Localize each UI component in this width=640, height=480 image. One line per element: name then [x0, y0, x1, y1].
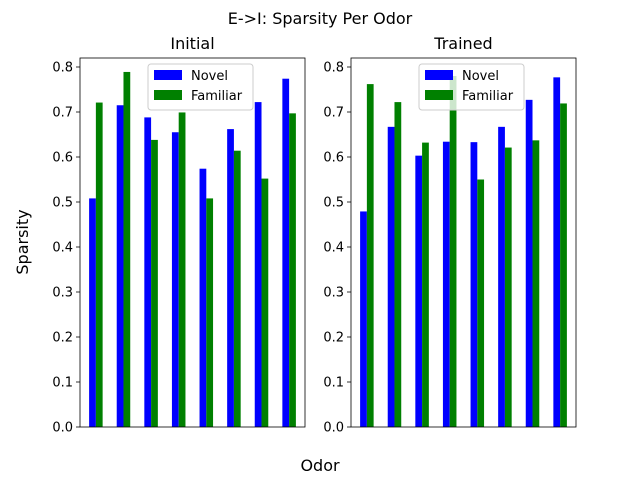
figure-ylabel: Sparsity	[13, 209, 32, 274]
y-tick-label: 0.3	[323, 286, 344, 301]
legend: Novel Familiar	[147, 63, 254, 111]
bar-novel-4	[442, 141, 450, 427]
legend-swatch-novel	[154, 70, 182, 80]
y-tick-label: 0.3	[52, 286, 73, 301]
y-tick-label: 0.0	[323, 421, 344, 436]
bar-novel-7	[254, 102, 262, 427]
legend: Novel Familiar	[418, 63, 525, 111]
bar-familiar-5	[206, 198, 214, 427]
y-tick-label: 0.5	[323, 196, 344, 211]
legend-swatch-novel	[425, 70, 453, 80]
subplot-1: 0.0 0.1 0.2 0.3 0.4 0.5 0.6 0.7 0.8 Initial Novel F…	[52, 34, 306, 436]
bar-familiar-4	[449, 76, 457, 427]
bar-familiar-6	[504, 147, 512, 428]
y-tick-label: 0.4	[52, 241, 73, 256]
bar-familiar-5	[477, 179, 485, 427]
legend-label-novel: Novel	[191, 69, 228, 84]
bar-familiar-7	[261, 178, 269, 427]
legend-label-novel: Novel	[462, 69, 499, 84]
y-tick-label: 0.2	[52, 331, 73, 346]
y-tick-label: 0.2	[323, 331, 344, 346]
bar-novel-1	[89, 198, 96, 427]
bar-novel-2	[116, 105, 124, 427]
legend-label-familiar: Familiar	[462, 89, 514, 104]
bar-novel-2	[387, 126, 395, 427]
axes-frame	[79, 57, 306, 428]
bar-novel-3	[415, 155, 423, 427]
subplot-title: Initial	[170, 34, 214, 53]
bar-novel-6	[498, 126, 505, 427]
y-tick-label: 0.7	[323, 106, 344, 121]
subplots: 0.0 0.1 0.2 0.3 0.4 0.5 0.6 0.7 0.8 Initial Novel F…	[52, 34, 577, 436]
bar-novel-1	[360, 211, 367, 427]
bar-familiar-3	[422, 142, 429, 427]
legend-label-familiar: Familiar	[191, 89, 243, 104]
axes-frame	[350, 57, 577, 428]
bar-novel-5	[199, 168, 207, 427]
y-tick-label: 0.8	[52, 61, 73, 76]
y-tick-label: 0.8	[323, 61, 344, 76]
bar-familiar-4	[178, 112, 186, 427]
bar-novel-6	[227, 129, 234, 427]
bar-familiar-6	[233, 150, 241, 427]
subplot-2: 0.0 0.1 0.2 0.3 0.4 0.5 0.6 0.7 0.8 Trained Novel F…	[323, 34, 577, 436]
legend-swatch-familiar	[154, 90, 182, 100]
bars	[89, 71, 296, 428]
y-tick-label: 0.1	[323, 376, 344, 391]
bar-novel-5	[470, 142, 478, 427]
y-tick-label: 0.6	[323, 151, 344, 166]
figure-xlabel: Odor	[300, 456, 340, 475]
y-tick-label: 0.4	[323, 241, 344, 256]
subplot-title: Trained	[433, 34, 492, 53]
figure-suptitle: E->I: Sparsity Per Odor	[228, 9, 413, 28]
bar-novel-3	[144, 117, 152, 428]
bar-familiar-2	[123, 71, 131, 427]
y-tick-label: 0.7	[52, 106, 73, 121]
y-tick-label: 0.0	[52, 421, 73, 436]
bar-familiar-1	[95, 102, 103, 428]
bar-novel-8	[553, 77, 561, 427]
y-tick-label: 0.6	[52, 151, 73, 166]
bar-novel-7	[525, 99, 533, 427]
bar-novel-8	[282, 78, 290, 427]
y-tick-label: 0.5	[52, 196, 73, 211]
legend-swatch-familiar	[425, 90, 453, 100]
y-tick-label: 0.1	[52, 376, 73, 391]
bar-novel-4	[171, 132, 179, 427]
bar-familiar-1	[366, 84, 374, 427]
bars	[360, 76, 567, 428]
bar-familiar-2	[394, 102, 402, 427]
bar-familiar-3	[151, 139, 158, 427]
bar-familiar-8	[289, 113, 296, 427]
bar-familiar-8	[560, 103, 567, 427]
bar-familiar-7	[532, 140, 540, 427]
